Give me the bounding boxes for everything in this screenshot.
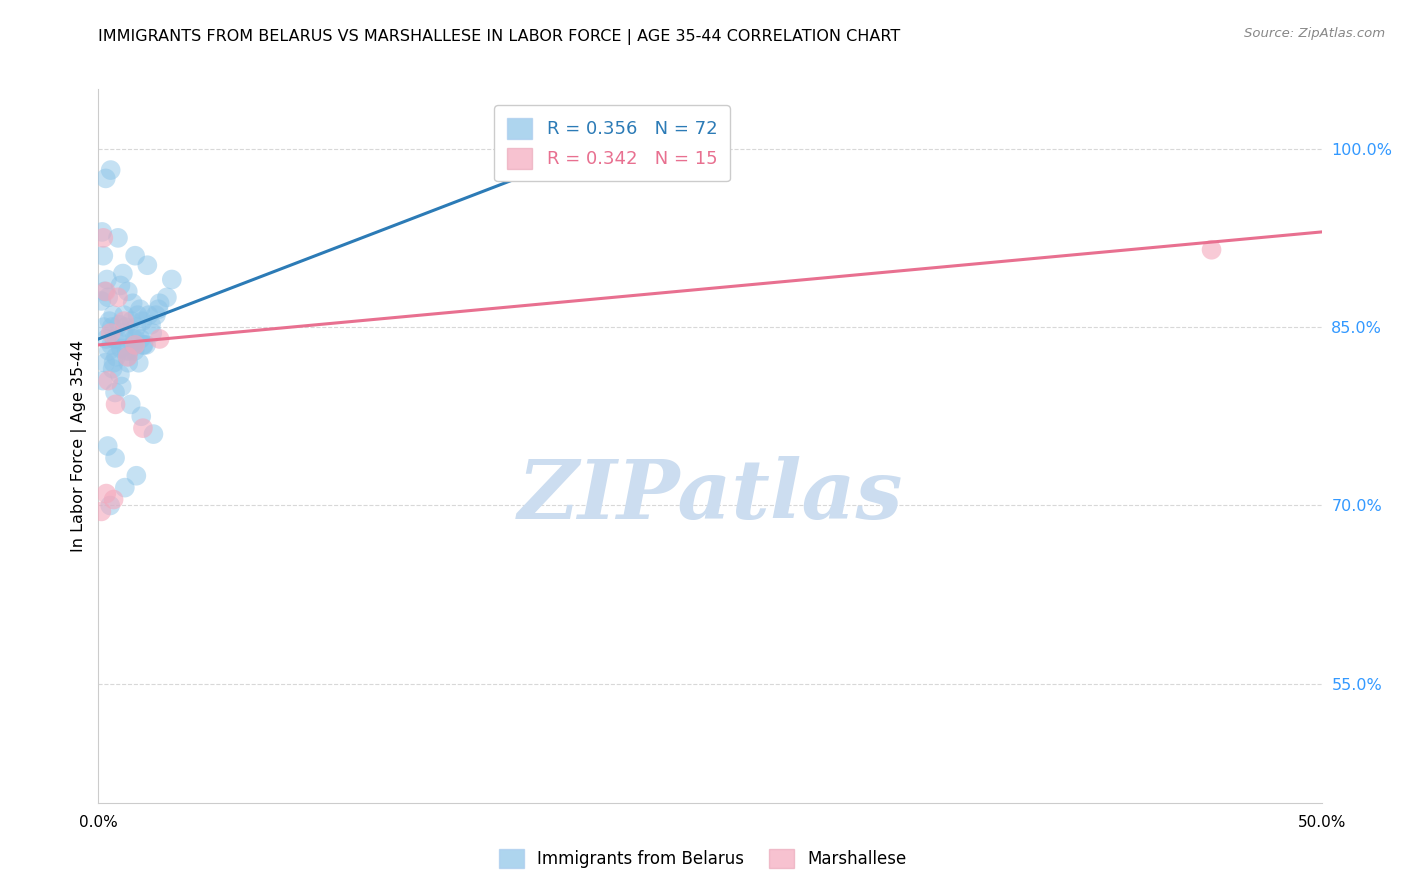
Point <box>129 302 152 317</box>
Point <box>121 296 143 310</box>
Legend: Immigrants from Belarus, Marshallese: Immigrants from Belarus, Marshallese <box>492 842 914 875</box>
Point <box>114 320 136 334</box>
Point <box>135 338 157 352</box>
Point <box>97 374 120 388</box>
Point <box>101 361 124 376</box>
Point <box>97 439 120 453</box>
Point <box>101 320 124 334</box>
Point <box>96 332 118 346</box>
Point <box>110 342 132 356</box>
Point <box>91 374 114 388</box>
Point <box>145 308 167 322</box>
Point <box>132 338 155 352</box>
Point <box>101 308 124 322</box>
Point <box>127 308 149 322</box>
Point <box>112 314 135 328</box>
Point <box>148 302 170 317</box>
Point <box>141 326 163 340</box>
Point <box>122 332 145 346</box>
Point <box>128 356 150 370</box>
Point <box>96 486 118 500</box>
Point <box>93 285 115 299</box>
Point <box>107 231 129 245</box>
Point <box>112 326 135 340</box>
Point <box>117 350 139 364</box>
Y-axis label: In Labor Force | Age 35-44: In Labor Force | Age 35-44 <box>72 340 87 552</box>
Point <box>97 290 120 304</box>
Point <box>118 343 141 358</box>
Point <box>111 267 134 281</box>
Point <box>132 421 155 435</box>
Point <box>125 320 148 334</box>
Point <box>124 249 146 263</box>
Point <box>93 320 115 334</box>
Legend: R = 0.356   N = 72, R = 0.342   N = 15: R = 0.356 N = 72, R = 0.342 N = 15 <box>495 105 730 181</box>
Point <box>117 356 139 370</box>
Point <box>129 409 152 424</box>
Point <box>120 314 142 328</box>
Point <box>103 492 125 507</box>
Point <box>100 163 122 178</box>
Point <box>100 326 122 340</box>
Text: IMMIGRANTS FROM BELARUS VS MARSHALLESE IN LABOR FORCE | AGE 35-44 CORRELATION CH: IMMIGRANTS FROM BELARUS VS MARSHALLESE I… <box>98 29 901 45</box>
Point <box>132 338 155 352</box>
Point <box>91 225 114 239</box>
Point <box>122 338 145 352</box>
Point <box>108 318 131 332</box>
Point <box>124 332 146 346</box>
Point <box>124 343 146 358</box>
Point <box>142 427 165 442</box>
Point <box>90 293 112 308</box>
Point <box>91 249 114 263</box>
Point <box>104 450 127 465</box>
Point <box>117 285 139 299</box>
Point <box>131 314 153 328</box>
Point <box>110 278 132 293</box>
Point <box>129 332 152 346</box>
Point <box>114 481 136 495</box>
Point <box>94 356 117 370</box>
Point <box>90 504 112 518</box>
Point <box>149 296 172 310</box>
Point <box>96 272 118 286</box>
Point <box>104 385 127 400</box>
Point <box>139 318 162 332</box>
Point <box>105 332 128 346</box>
Point <box>160 272 183 286</box>
Point <box>1201 243 1223 257</box>
Point <box>149 332 172 346</box>
Point <box>107 290 129 304</box>
Point <box>117 350 139 364</box>
Point <box>125 468 148 483</box>
Point <box>94 285 117 299</box>
Point <box>108 368 131 382</box>
Point <box>112 308 135 322</box>
Point <box>98 314 121 328</box>
Point <box>120 397 142 411</box>
Text: Source: ZipAtlas.com: Source: ZipAtlas.com <box>1244 27 1385 40</box>
Point <box>97 343 120 358</box>
Point <box>98 499 121 513</box>
Point <box>103 332 125 346</box>
Text: ZIPatlas: ZIPatlas <box>517 456 903 536</box>
Point <box>540 160 562 174</box>
Point <box>156 290 179 304</box>
Point <box>94 171 117 186</box>
Point <box>136 258 159 272</box>
Point <box>104 397 127 411</box>
Point <box>100 338 122 352</box>
Point <box>105 350 128 364</box>
Point <box>138 308 160 322</box>
Point <box>124 338 146 352</box>
Point <box>103 356 125 370</box>
Point <box>111 379 134 393</box>
Point <box>91 231 114 245</box>
Point <box>115 343 138 358</box>
